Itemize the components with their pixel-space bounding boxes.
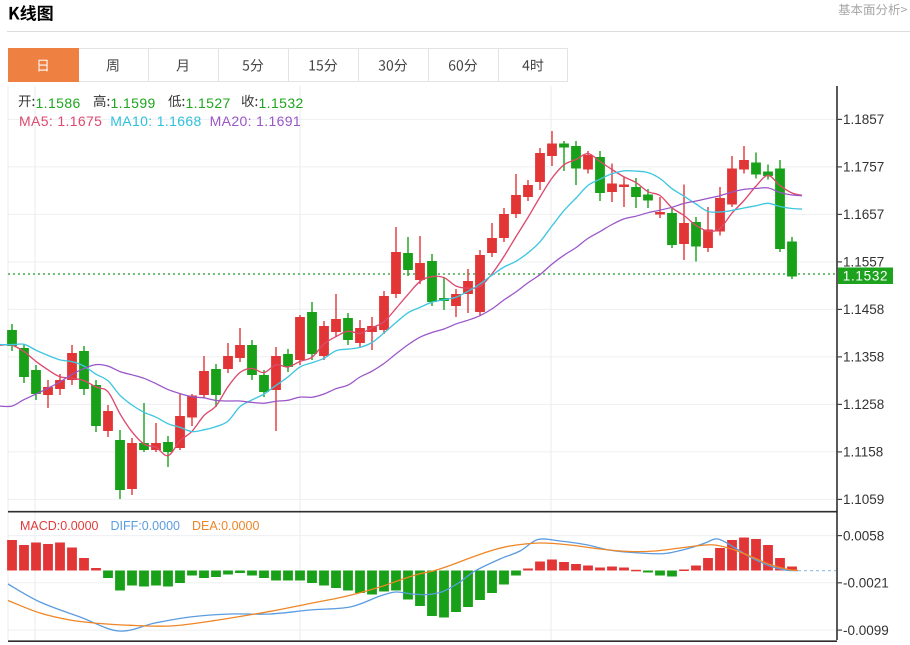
svg-text:-0.0099: -0.0099 [843,623,889,638]
svg-text:1.1358: 1.1358 [843,350,884,365]
svg-text:1.1458: 1.1458 [843,302,884,317]
svg-text:1.1557: 1.1557 [843,255,884,270]
svg-text:1.1657: 1.1657 [843,207,884,222]
svg-text:1.1258: 1.1258 [843,397,884,412]
svg-text:1.1857: 1.1857 [843,112,884,127]
svg-text:0.0058: 0.0058 [843,528,884,543]
svg-text:1.1757: 1.1757 [843,160,884,175]
svg-text:1.1158: 1.1158 [843,445,883,460]
svg-text:1.1532: 1.1532 [843,269,889,284]
svg-text:1.1059: 1.1059 [843,492,884,507]
svg-text:-0.0021: -0.0021 [843,576,889,591]
